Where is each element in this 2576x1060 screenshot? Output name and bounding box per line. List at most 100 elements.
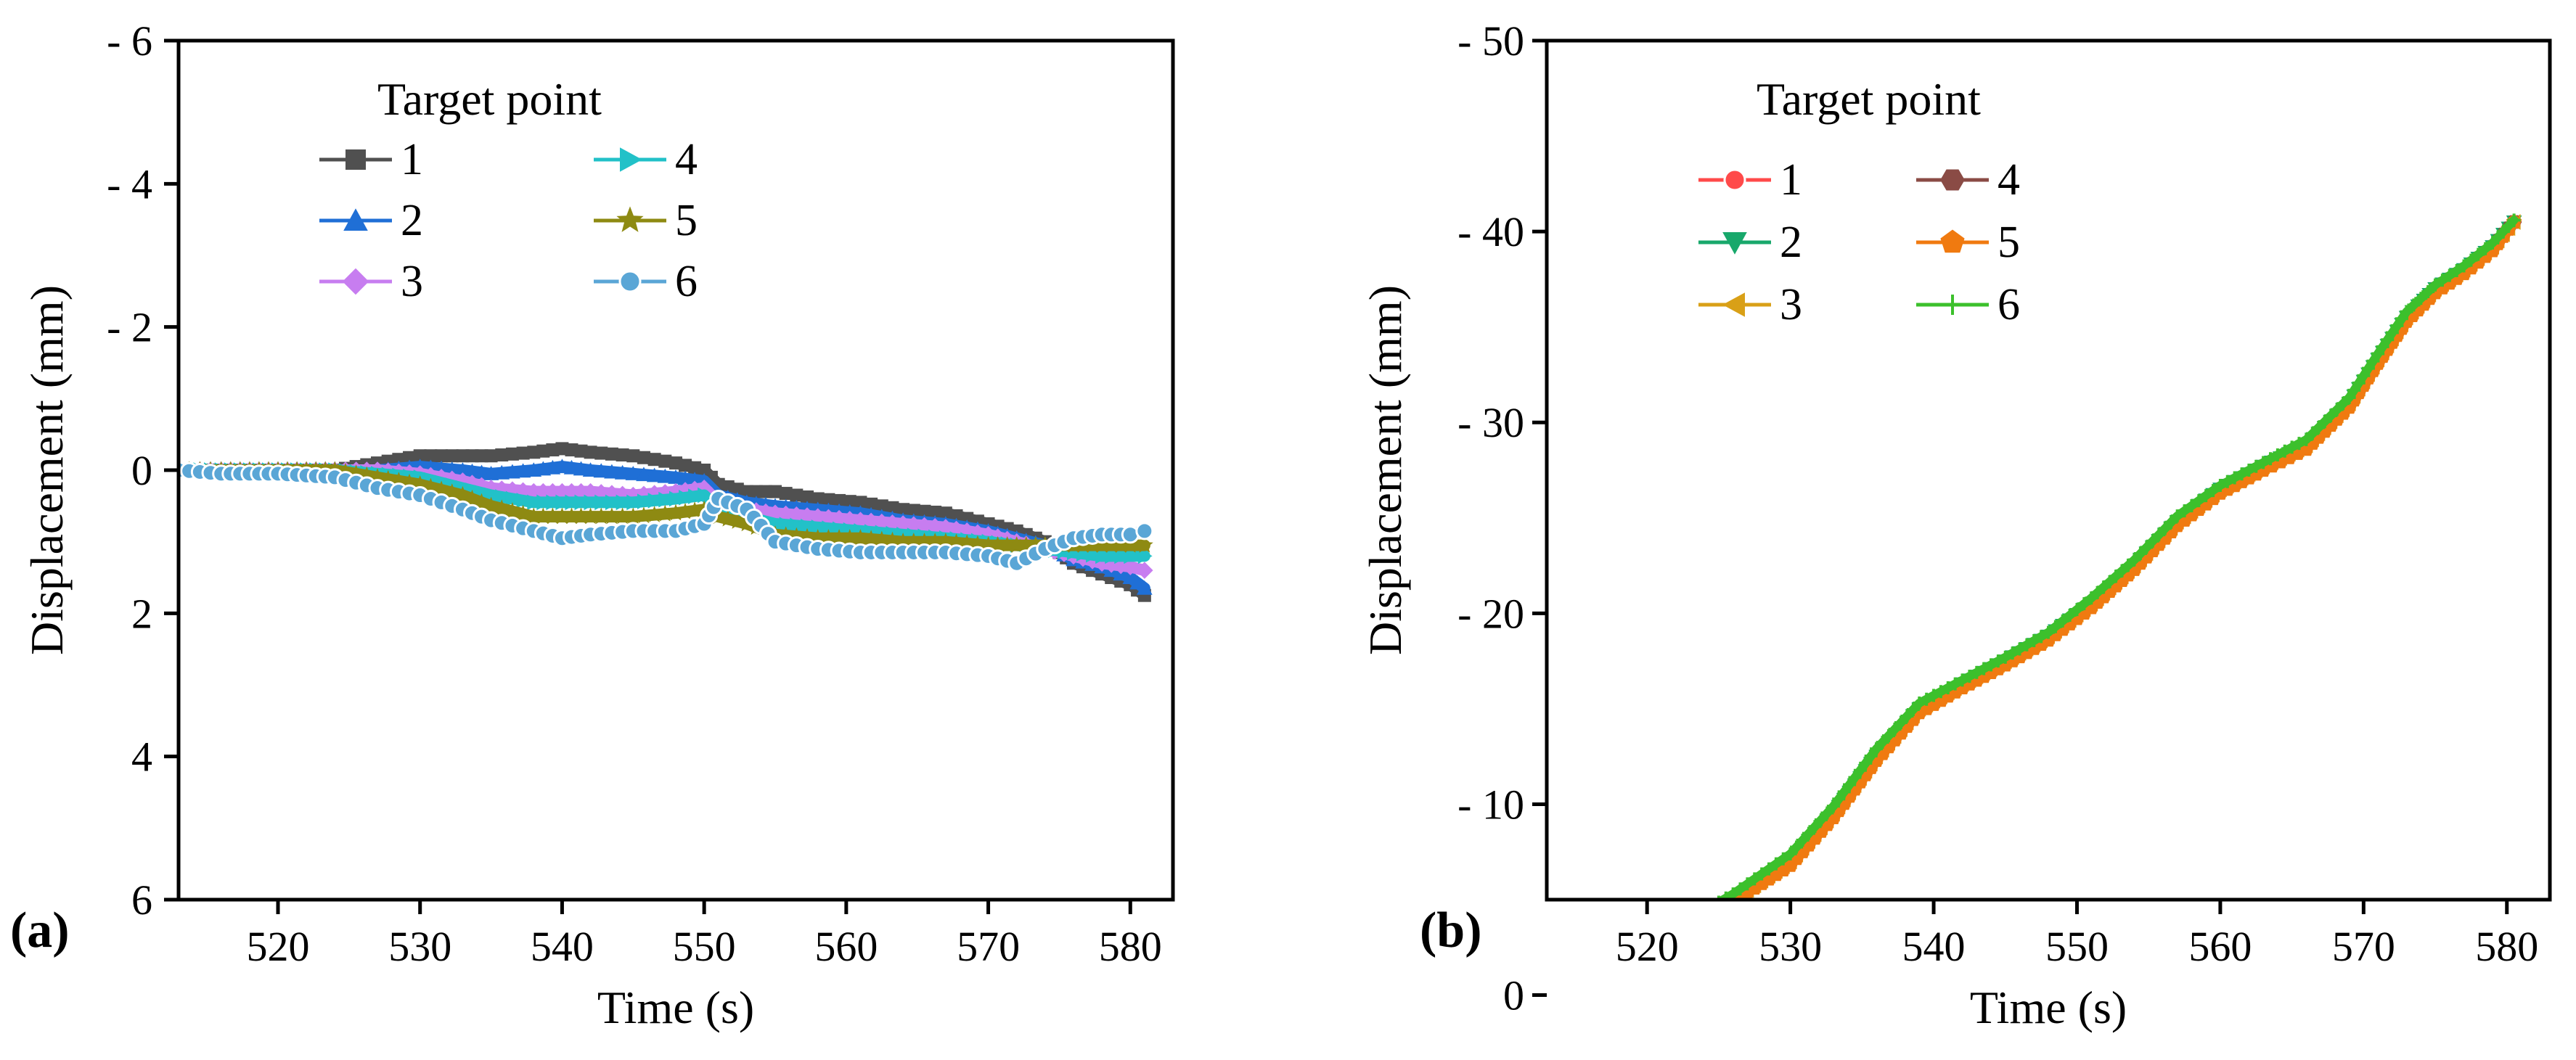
data-point-marker bbox=[2352, 376, 2366, 390]
chart-panel-b: 520 530 540 550 560 570 580 0 - 10 - 20 - 30 - 40 - … bbox=[1359, 17, 2552, 1033]
data-point-marker bbox=[979, 526, 997, 543]
data-point-marker bbox=[1704, 904, 1720, 918]
data-point-marker bbox=[1712, 901, 1725, 914]
data-point-marker bbox=[779, 517, 794, 533]
x-tick-label: 540 bbox=[1902, 923, 1966, 970]
data-point-marker bbox=[811, 519, 826, 535]
data-point-marker bbox=[1690, 908, 1704, 921]
data-point-marker bbox=[647, 493, 663, 509]
data-point-marker bbox=[635, 506, 653, 524]
legend-item-2: 2 bbox=[1698, 218, 1802, 267]
data-point-marker bbox=[2479, 242, 2493, 255]
data-point-marker bbox=[625, 466, 642, 480]
data-point-marker bbox=[626, 449, 640, 463]
data-point-marker bbox=[1920, 692, 1934, 706]
series-line-5 bbox=[1727, 218, 2519, 900]
data-point-marker bbox=[936, 533, 954, 549]
data-point-marker bbox=[495, 448, 509, 462]
data-point-marker bbox=[433, 480, 451, 498]
legend-label: 5 bbox=[675, 196, 698, 245]
data-point-marker bbox=[2507, 213, 2521, 227]
data-point-marker bbox=[435, 449, 449, 463]
data-point-marker bbox=[1568, 949, 1582, 965]
plot-frame bbox=[1545, 38, 2552, 902]
data-point-marker bbox=[1683, 912, 1696, 925]
data-point-marker bbox=[2207, 484, 2220, 498]
data-point-marker bbox=[1808, 820, 1822, 834]
data-point-marker bbox=[505, 447, 519, 461]
series-markers-6 bbox=[1586, 213, 2521, 956]
data-point-marker bbox=[843, 495, 856, 509]
data-point-marker bbox=[1539, 958, 1553, 974]
data-point-marker bbox=[1539, 958, 1554, 973]
data-point-marker bbox=[1683, 916, 1696, 929]
x-tick-label: 580 bbox=[2475, 923, 2538, 970]
data-point-marker bbox=[2152, 528, 2166, 542]
data-point-marker bbox=[514, 482, 532, 500]
data-point-marker bbox=[819, 509, 838, 527]
data-point-marker bbox=[1586, 942, 1599, 956]
data-point-marker bbox=[862, 512, 880, 530]
data-point-marker bbox=[2228, 471, 2241, 485]
data-point-marker bbox=[1539, 960, 1555, 974]
data-point-marker bbox=[2435, 274, 2449, 287]
data-point-marker bbox=[949, 509, 963, 522]
data-point-marker bbox=[563, 507, 581, 525]
data-point-marker bbox=[2429, 278, 2442, 292]
data-point-marker bbox=[534, 482, 552, 501]
data-point-marker bbox=[811, 492, 825, 506]
y-tick-label: - 10 bbox=[1457, 781, 1524, 828]
data-point-marker bbox=[1755, 867, 1769, 881]
data-point-marker bbox=[2127, 553, 2141, 567]
y-tick-label: - 20 bbox=[1457, 590, 1524, 637]
data-point-marker bbox=[1698, 908, 1711, 921]
legend: Target point 1 2 3 4 5 6 bbox=[1698, 73, 2020, 329]
data-point-marker bbox=[1105, 548, 1119, 564]
data-point-marker bbox=[1026, 536, 1044, 553]
data-point-marker bbox=[473, 493, 491, 510]
data-point-marker bbox=[2371, 347, 2385, 361]
data-point-marker bbox=[1762, 862, 1776, 876]
legend-label: 1 bbox=[1780, 155, 1802, 205]
data-point-marker bbox=[1832, 792, 1846, 806]
data-point-marker bbox=[1682, 914, 1698, 929]
data-point-marker bbox=[647, 453, 661, 467]
data-point-marker bbox=[1103, 556, 1120, 573]
x-tick-label: 520 bbox=[247, 923, 310, 970]
data-point-marker bbox=[1103, 536, 1121, 553]
legend-marker bbox=[1723, 168, 1746, 192]
data-point-marker bbox=[958, 534, 976, 551]
data-point-marker bbox=[1704, 905, 1720, 919]
data-point-marker bbox=[1124, 548, 1139, 564]
data-point-marker bbox=[2347, 383, 2361, 397]
data-point-marker bbox=[657, 468, 674, 483]
data-point-marker bbox=[616, 448, 629, 462]
data-point-marker bbox=[2464, 253, 2478, 267]
data-point-marker bbox=[1711, 900, 1725, 916]
data-point-marker bbox=[637, 451, 650, 464]
data-point-marker bbox=[2220, 474, 2234, 488]
data-point-marker bbox=[1586, 945, 1599, 958]
data-point-marker bbox=[979, 536, 997, 553]
data-point-marker bbox=[493, 499, 511, 517]
data-point-marker bbox=[830, 509, 848, 527]
data-point-marker bbox=[1682, 916, 1698, 931]
data-point-marker bbox=[947, 533, 965, 551]
data-point-marker bbox=[2305, 427, 2319, 440]
data-point-marker bbox=[1876, 736, 1889, 749]
data-point-marker bbox=[1984, 658, 1998, 672]
data-point-marker bbox=[1121, 558, 1139, 575]
data-point-marker bbox=[1548, 957, 1564, 971]
data-point-marker bbox=[1769, 857, 1783, 871]
data-point-marker bbox=[1603, 936, 1616, 949]
data-point-marker bbox=[1927, 689, 1941, 702]
data-point-marker bbox=[1853, 763, 1867, 777]
legend-marker bbox=[342, 268, 369, 295]
data-point-marker bbox=[1577, 946, 1591, 962]
y-tick-label: 4 bbox=[131, 734, 152, 781]
data-point-marker bbox=[1585, 945, 1600, 959]
y-tick-label: 2 bbox=[131, 590, 152, 637]
series-markers-5 bbox=[1539, 213, 2522, 973]
data-point-marker bbox=[2376, 340, 2389, 353]
